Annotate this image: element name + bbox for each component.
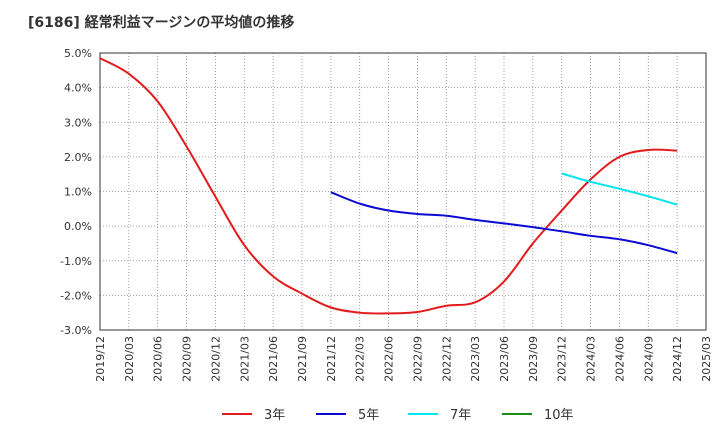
x-tick-label: 2022/12: [440, 336, 453, 382]
x-tick-label: 2020/09: [181, 336, 194, 382]
y-tick-label: 4.0%: [64, 82, 92, 95]
x-tick-label: 2022/09: [411, 336, 424, 382]
x-tick-label: 2024/03: [585, 336, 598, 382]
plot-area-frame: [99, 52, 707, 331]
x-tick-label: 2022/06: [383, 336, 396, 382]
y-tick-label: -3.0%: [60, 324, 92, 337]
x-tick-label: 2025/03: [700, 336, 713, 382]
legend-label: 5年: [358, 408, 379, 423]
y-tick-label: 1.0%: [64, 186, 92, 199]
x-tick-label: 2024/06: [613, 336, 626, 382]
series-line-1: [99, 57, 678, 315]
x-tick-label: 2023/03: [469, 336, 482, 382]
axes: [99, 52, 707, 331]
x-tick-label: 2021/09: [296, 336, 309, 382]
x-tick-label: 2023/12: [556, 336, 569, 382]
x-tick-label: 2021/12: [325, 336, 338, 382]
y-tick-label: 3.0%: [64, 116, 92, 129]
series-line-3: [561, 172, 678, 206]
x-tick-label: 2019/12: [94, 336, 107, 382]
legend-label: 7年: [450, 408, 471, 423]
y-tick-label: 5.0%: [64, 47, 92, 60]
series-line-2: [330, 191, 678, 255]
x-axis-tick-labels: 2019/12 2020/03 2020/06 2020/09 2020/12 2021/…: [94, 336, 713, 382]
x-tick-label: 2021/06: [267, 336, 280, 382]
x-tick-label: 2021/03: [238, 336, 251, 382]
legend-label: 10年: [544, 408, 574, 423]
chart-title: [6186] 経常利益マージンの平均値の推移: [28, 15, 295, 31]
x-tick-label: 2024/09: [642, 336, 655, 382]
x-tick-label: 2024/12: [671, 336, 684, 382]
y-axis-tick-labels: 5.0% 4.0% 3.0% 2.0% 1.0% 0.0% -1.0% -2.0% -3.0%: [60, 47, 92, 337]
legend-label: 3年: [264, 408, 285, 423]
grid-lines: [99, 52, 707, 331]
x-tick-label: 2020/12: [209, 336, 222, 382]
x-tick-label: 2020/03: [123, 336, 136, 382]
y-tick-label: 2.0%: [64, 151, 92, 164]
legend: 3年 5年 7年 10年: [222, 408, 574, 423]
x-tick-label: 2023/09: [527, 336, 540, 382]
x-tick-label: 2022/03: [354, 336, 367, 382]
y-tick-label: -1.0%: [60, 255, 92, 268]
x-tick-label: 2020/06: [152, 336, 165, 382]
y-tick-label: -2.0%: [60, 289, 92, 302]
series-lines: [99, 57, 678, 315]
y-tick-label: 0.0%: [64, 220, 92, 233]
x-tick-label: 2023/06: [498, 336, 511, 382]
